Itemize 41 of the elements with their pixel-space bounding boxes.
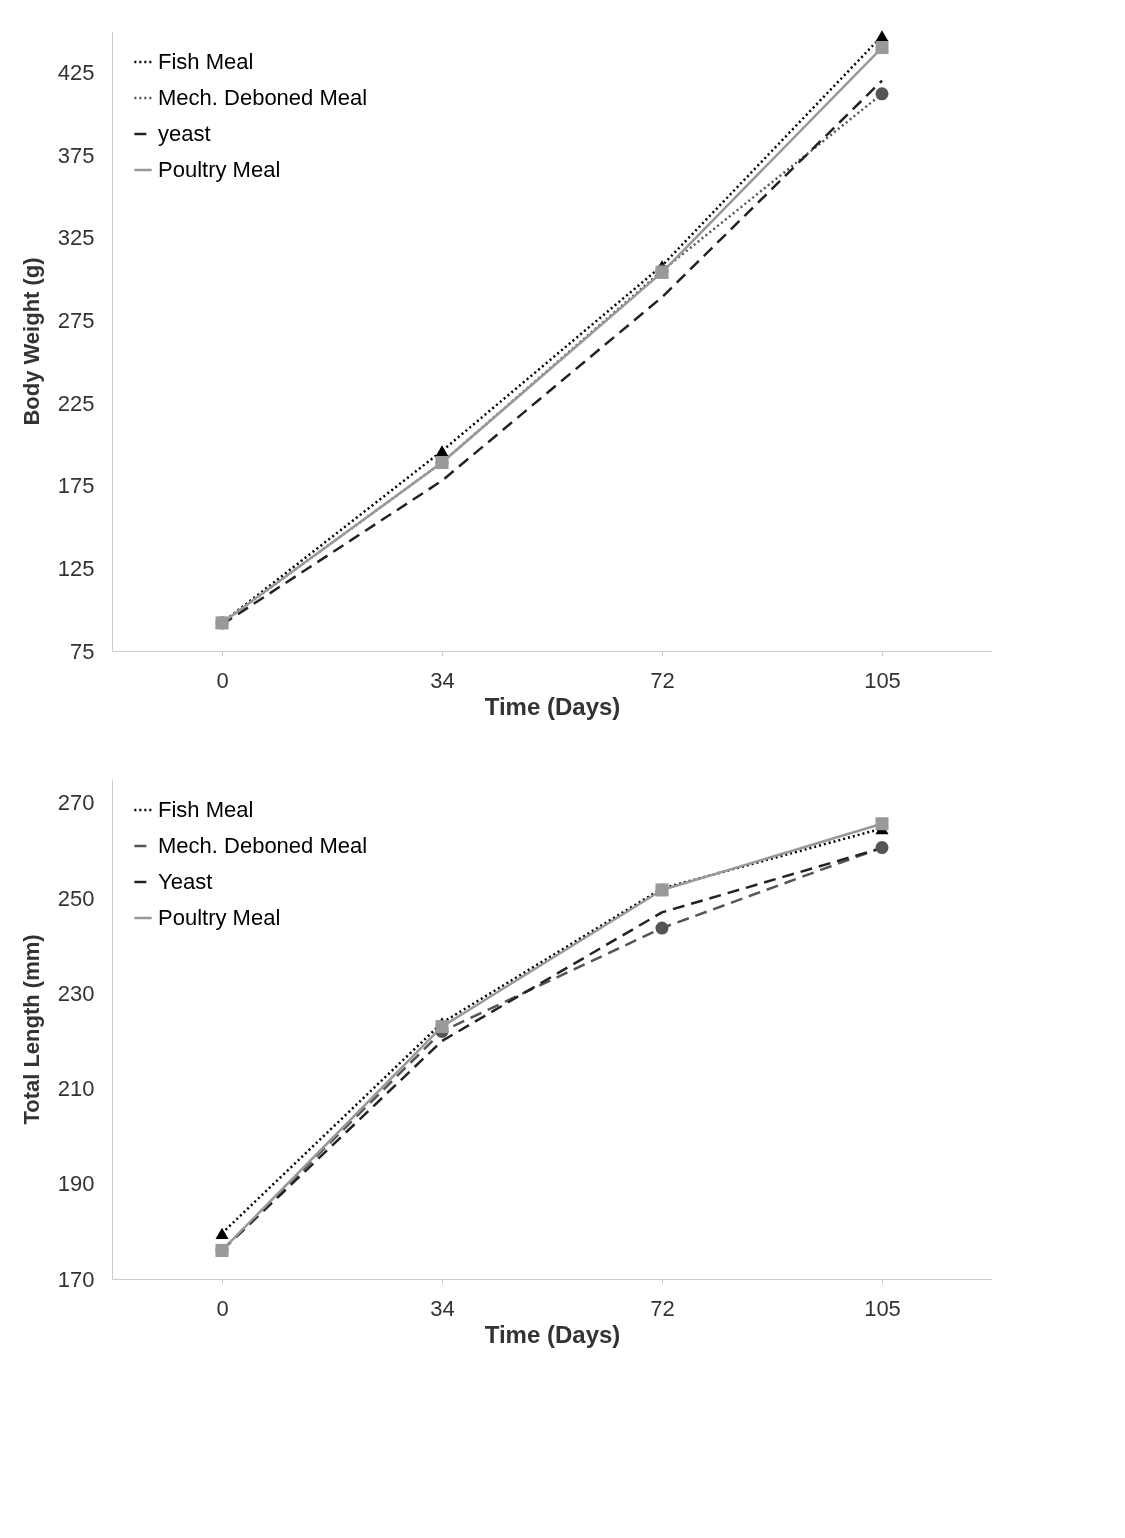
y-tick-label: 170: [57, 1266, 95, 1292]
legend-label: Poultry Meal: [158, 157, 281, 182]
y-tick-label: 270: [57, 790, 95, 816]
x-tick-label: 0: [216, 667, 229, 693]
x-tick-label: 72: [650, 667, 675, 693]
y-tick-label: 325: [57, 225, 95, 251]
y-axis-title: Body Weight (g): [18, 257, 44, 426]
legend-label: Yeast: [158, 869, 213, 894]
y-tick-label: 425: [57, 59, 95, 85]
y-axis-title: Total Length (mm): [18, 934, 44, 1125]
y-tick-label: 210: [57, 1076, 95, 1102]
point: [875, 817, 889, 831]
y-tick-label: 250: [57, 885, 95, 911]
x-axis-title: Time (Days): [484, 1320, 621, 1348]
legend-label: Fish Meal: [158, 797, 254, 822]
y-tick-label: 125: [57, 555, 95, 581]
y-tick-label: 175: [57, 473, 95, 499]
y-tick-label: 275: [57, 307, 95, 333]
y-tick-label: 75: [70, 638, 95, 664]
point: [875, 841, 889, 855]
point: [875, 41, 889, 55]
x-tick-label: 105: [864, 667, 901, 693]
y-tick-label: 375: [57, 142, 95, 168]
legend-label: Mech. Deboned Meal: [158, 833, 368, 858]
y-tick-label: 190: [57, 1171, 95, 1197]
x-tick-label: 72: [650, 1295, 675, 1321]
x-axis-title: Time (Days): [484, 692, 621, 720]
x-tick-label: 34: [430, 1295, 455, 1321]
point: [435, 1020, 449, 1034]
x-tick-label: 34: [430, 667, 455, 693]
legend-label: Fish Meal: [158, 49, 254, 74]
legend-label: yeast: [158, 121, 211, 146]
point: [215, 1227, 229, 1239]
legend-label: Poultry Meal: [158, 905, 281, 930]
point: [875, 87, 889, 101]
x-tick-label: 0: [216, 1295, 229, 1321]
point: [655, 921, 669, 935]
legend-label: Mech. Deboned Meal: [158, 85, 368, 110]
y-tick-label: 225: [57, 390, 95, 416]
y-tick-label: 230: [57, 980, 95, 1006]
x-tick-label: 105: [864, 1295, 901, 1321]
